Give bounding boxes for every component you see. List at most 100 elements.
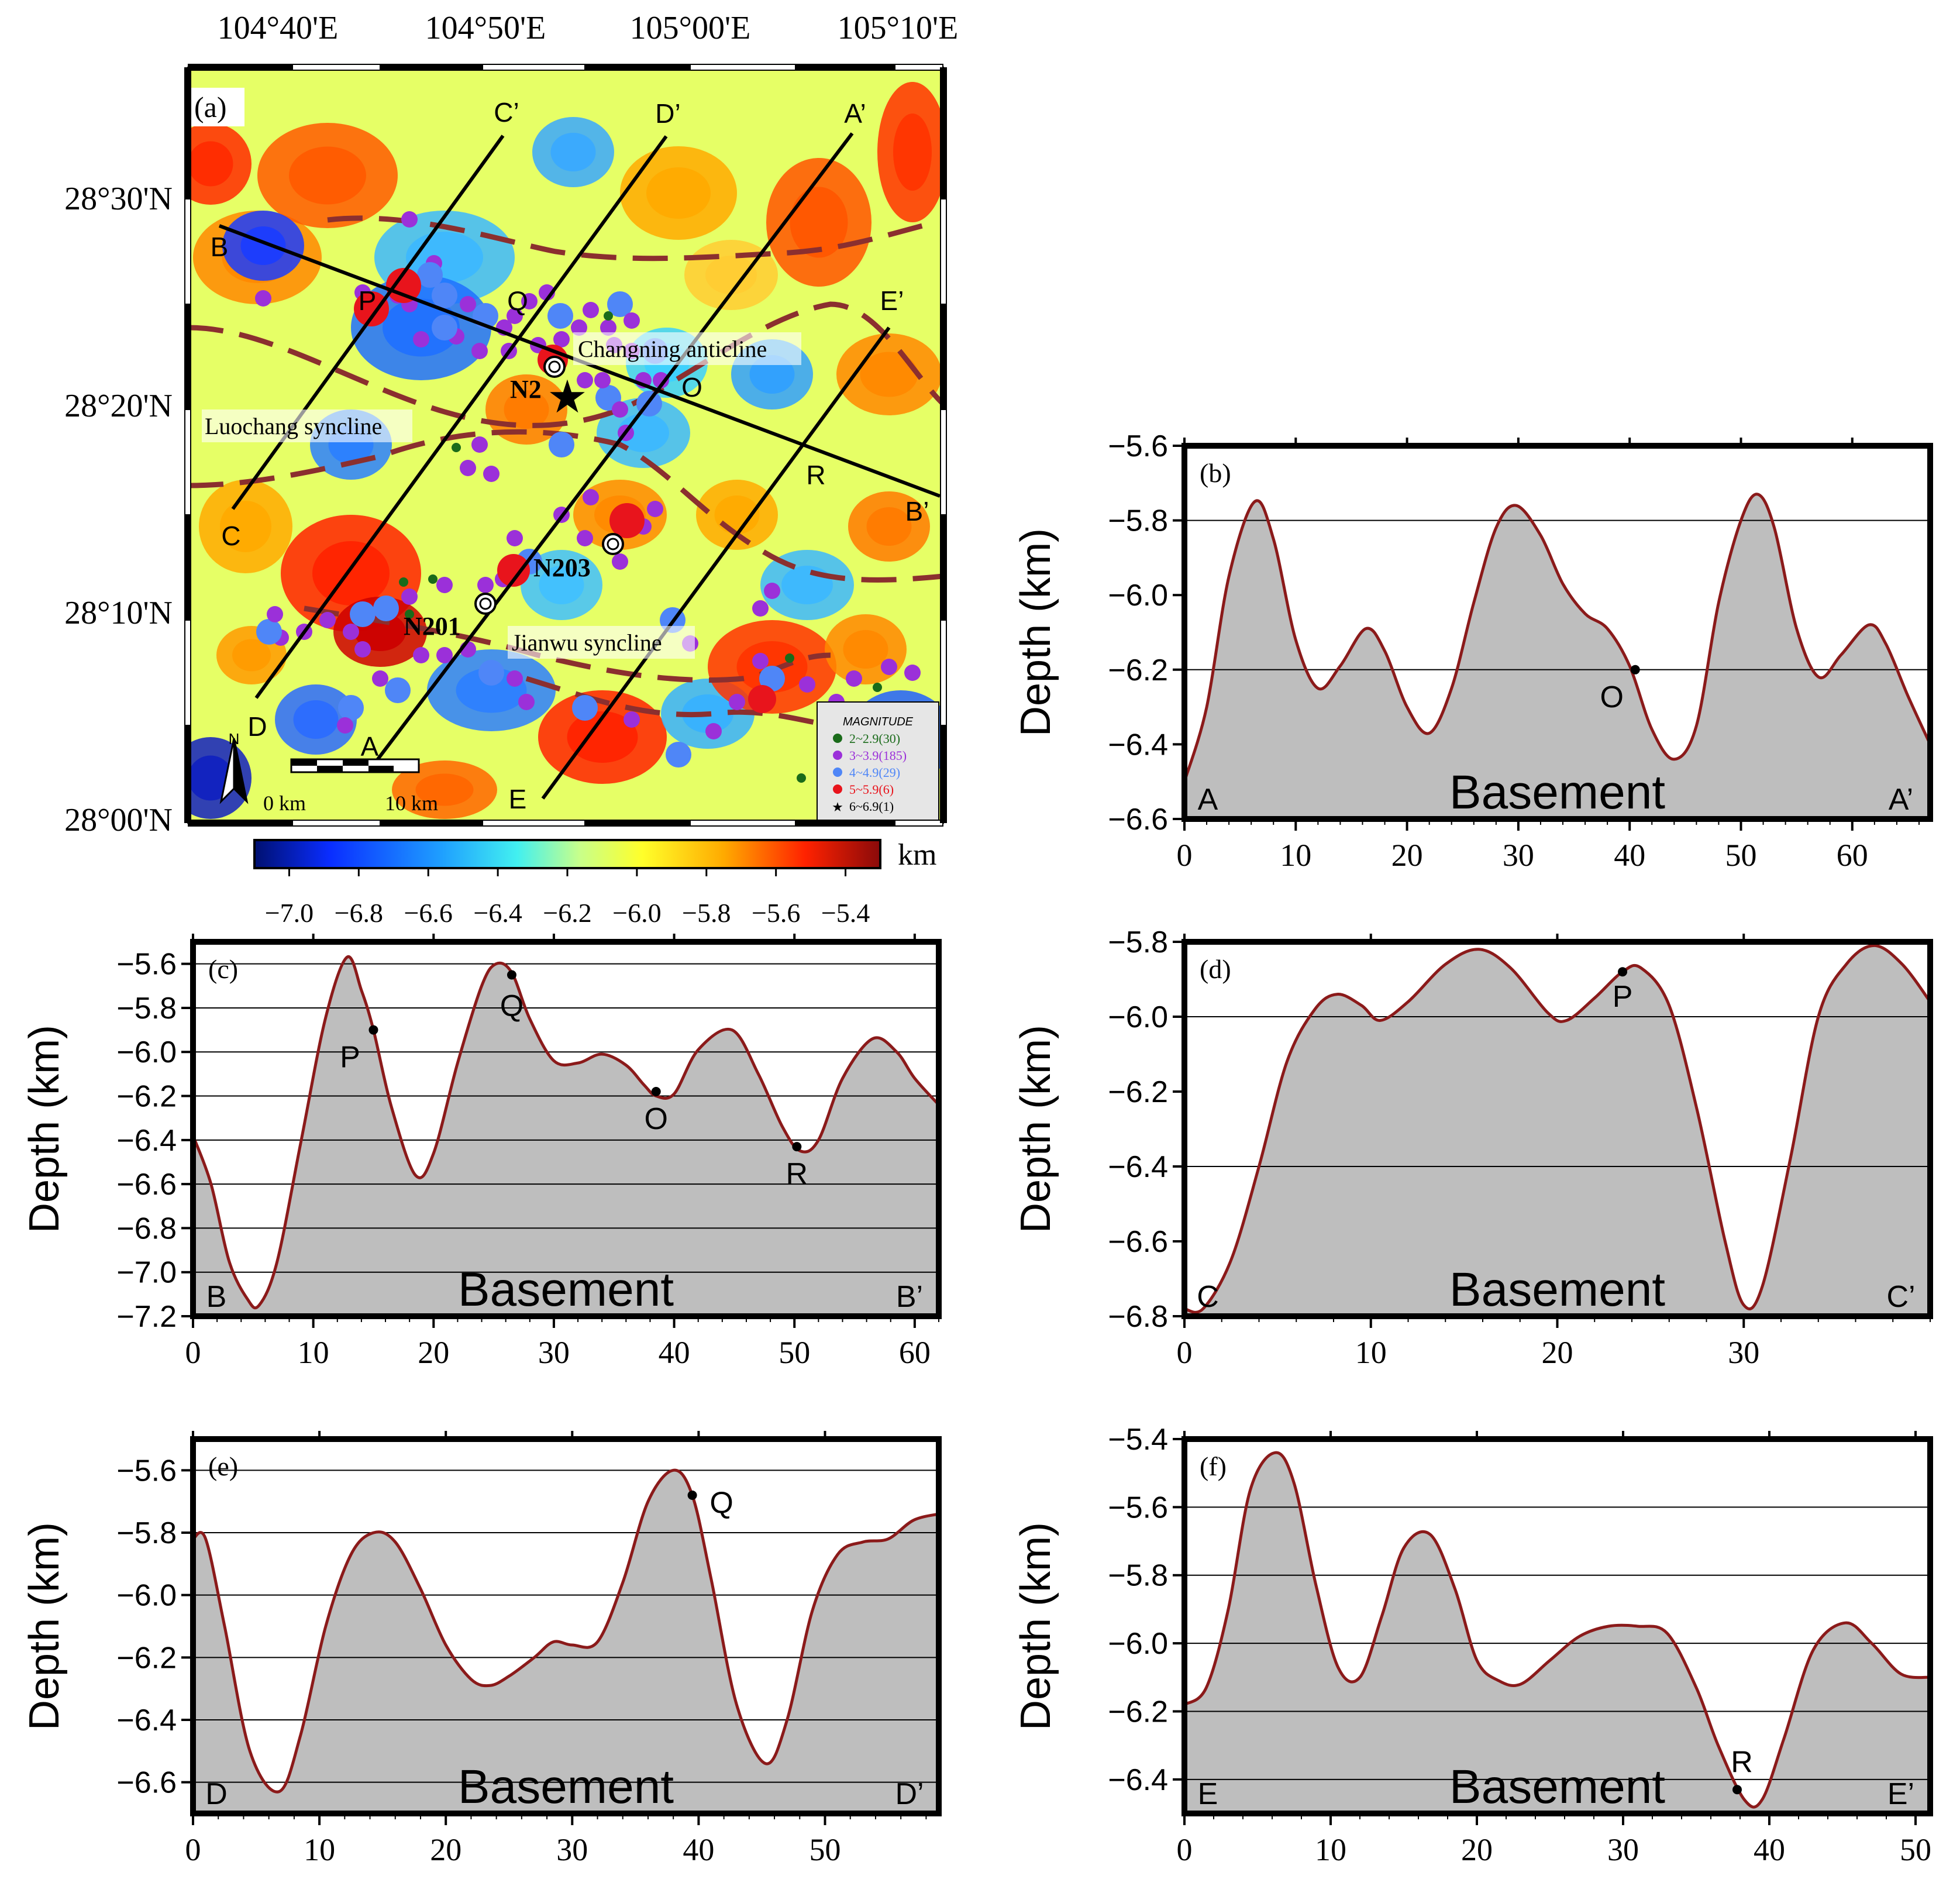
depth-profile-line <box>1184 944 1930 1314</box>
y-axis-label: Depth (km) <box>1012 1025 1059 1233</box>
lat-tick-1: 28°30'N <box>64 181 173 217</box>
earthquake-event <box>846 670 862 687</box>
map-depth-patch-core <box>843 630 888 669</box>
chart-frame <box>1181 1436 1933 1816</box>
earthquake-event <box>653 372 669 388</box>
earthquake-event <box>460 296 476 312</box>
x-tick-label: 10 <box>1280 838 1311 873</box>
depth-profile-line <box>1184 493 1930 782</box>
main-shock-star-icon: ★ <box>547 371 588 424</box>
earthquake-event <box>343 624 359 640</box>
map-panel-label-bg <box>191 88 244 126</box>
earthquake-event <box>413 331 429 347</box>
map-panel-label: (a) <box>194 91 227 123</box>
x-tick-label: 40 <box>659 1335 690 1370</box>
map-depth-patch-core <box>293 700 339 739</box>
earthquake-event <box>583 302 599 318</box>
profile-line-e <box>541 326 891 800</box>
basement-label: Basement <box>1449 1263 1665 1316</box>
earthquake-event <box>799 676 815 693</box>
earthquake-event <box>764 583 780 599</box>
earthquake-event <box>729 694 745 710</box>
earthquake-event-major <box>748 685 776 713</box>
point-marker-label: Q <box>500 989 523 1023</box>
map-frame-tick <box>940 725 947 823</box>
earthquake-event-major <box>354 291 389 326</box>
point-marker <box>792 1142 802 1152</box>
map-depth-patch-core <box>860 352 918 397</box>
earthquake-event <box>577 530 593 546</box>
profile-start-label: C <box>1197 1280 1219 1314</box>
point-marker-label: O <box>645 1102 668 1136</box>
map-frame-tick <box>940 409 947 515</box>
x-tick-label: 60 <box>899 1335 931 1370</box>
colorbar-tick-label: −6.2 <box>543 898 591 928</box>
legend-purple-dot-icon <box>833 751 842 760</box>
legend-item-3: 4~4.9(29) <box>849 765 900 780</box>
earthquake-event <box>507 670 523 687</box>
earthquake-event <box>478 660 504 686</box>
x-tick-label: 0 <box>185 1832 201 1867</box>
earthquake-event <box>553 331 570 347</box>
earthquake-event <box>594 372 611 388</box>
point-marker <box>1630 665 1640 674</box>
earthquake-event-major <box>609 503 645 538</box>
point-o-label: O <box>681 372 702 402</box>
colorbar-tick-label: −6.4 <box>473 898 522 928</box>
profile-chart-f: 0 10 20 30 40 50 −5.4 −5.6 −5.8 −6.0 −6.2 −6.4 Depth… <box>1012 1423 1933 1867</box>
y-tick-label: −6.6 <box>116 1766 177 1800</box>
panel-label: (f) <box>1200 1451 1227 1481</box>
lon-tick-3: 105°00'E <box>630 10 751 46</box>
profile-b-start-label: B <box>211 232 229 262</box>
earthquake-event <box>338 695 364 721</box>
x-tick-label: 20 <box>1542 1335 1573 1370</box>
point-marker-label: R <box>1731 1745 1753 1779</box>
earthquake-event <box>518 694 535 710</box>
depth-profile-line <box>193 955 939 1310</box>
y-tick-label: −5.6 <box>116 948 177 982</box>
y-tick-label: −6.6 <box>116 1168 177 1202</box>
earthquake-event <box>797 773 806 783</box>
map-frame-tick <box>940 198 947 305</box>
chart-frame <box>190 1436 942 1816</box>
earthquake-event <box>432 283 457 308</box>
earthquake-event <box>256 619 282 645</box>
legend-star-icon: ★ <box>832 800 843 815</box>
map-depth-patch-core <box>893 113 932 191</box>
lon-tick-1: 104°40'E <box>218 10 339 46</box>
colorbar-tick-label: −5.8 <box>682 898 731 928</box>
profile-end-label: E’ <box>1887 1777 1914 1811</box>
y-tick-label: −5.6 <box>1108 429 1168 463</box>
profile-d-end-label: D’ <box>655 98 680 129</box>
y-tick-label: −5.4 <box>1108 1423 1168 1457</box>
legend-item-1: 2~2.9(30) <box>849 731 900 746</box>
map-depth-patch-core <box>781 566 833 604</box>
legend-item-5: 6~6.9(1) <box>849 799 894 814</box>
earthquake-event <box>385 677 411 703</box>
y-tick-label: −6.4 <box>1108 728 1168 762</box>
scale-bar-end-label: 10 km <box>385 791 438 815</box>
y-tick-label: −6.0 <box>1108 579 1168 612</box>
y-tick-label: −6.4 <box>116 1124 177 1158</box>
y-tick-label: −6.2 <box>1108 653 1168 687</box>
point-marker <box>507 970 516 980</box>
earthquake-event <box>612 401 628 418</box>
earthquake-event <box>759 666 785 691</box>
y-axis-label: Depth (km) <box>1012 1522 1059 1730</box>
y-tick-label: −7.0 <box>116 1256 177 1290</box>
map-depth-patch-core <box>232 639 271 672</box>
panel-label: (e) <box>208 1451 238 1481</box>
y-tick-label: −7.2 <box>116 1300 177 1334</box>
earthquake-event <box>399 577 408 587</box>
y-tick-label: −6.2 <box>116 1641 177 1675</box>
panel-label: (c) <box>208 954 238 984</box>
well-n201-icon <box>474 593 497 615</box>
x-tick-label: 20 <box>1461 1832 1493 1867</box>
point-marker <box>687 1491 697 1500</box>
earthquake-event <box>401 211 418 228</box>
map-depth-patch-core <box>705 256 757 294</box>
y-tick-label: −5.8 <box>1108 1559 1168 1593</box>
earthquake-event-major <box>386 268 421 303</box>
point-marker-label: P <box>1613 980 1633 1014</box>
point-p-label: P <box>359 285 377 316</box>
